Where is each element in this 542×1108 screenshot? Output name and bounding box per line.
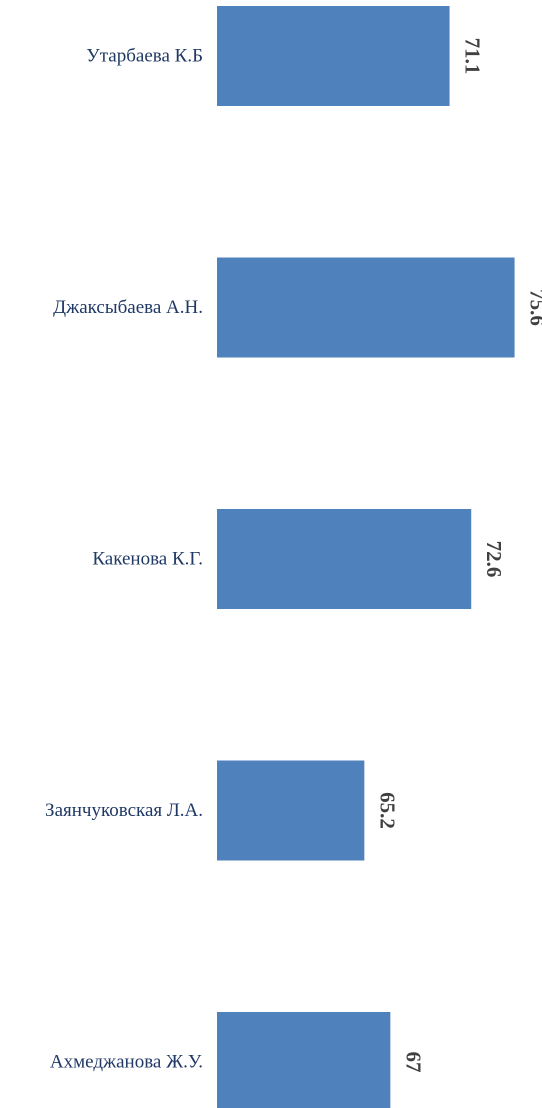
bars: [217, 6, 515, 1108]
bar: [217, 509, 472, 609]
value-labels: 71.1 75.6 72.6 65.2 67: [375, 38, 542, 1073]
data-label: 72.6: [482, 541, 506, 578]
bar: [217, 1012, 391, 1108]
data-label: 75.6: [526, 289, 542, 326]
data-label: 67: [401, 1052, 425, 1073]
category-label: Заянчуковская Л.А.: [45, 800, 203, 821]
bar: [217, 760, 365, 861]
bar: [217, 6, 450, 106]
category-label: Ахмеджанова Ж.У.: [50, 1052, 203, 1073]
data-label: 71.1: [461, 38, 485, 75]
data-label: 65.2: [375, 792, 399, 829]
bar: [217, 257, 515, 358]
category-label: Джаксыбаева А.Н.: [53, 297, 203, 318]
category-label: Утарбаева К.Б: [86, 46, 203, 67]
category-label: Какенова К.Г.: [92, 549, 203, 570]
category-labels: Утарбаева К.Б Джаксыбаева А.Н. Какенова К.…: [45, 46, 203, 1073]
